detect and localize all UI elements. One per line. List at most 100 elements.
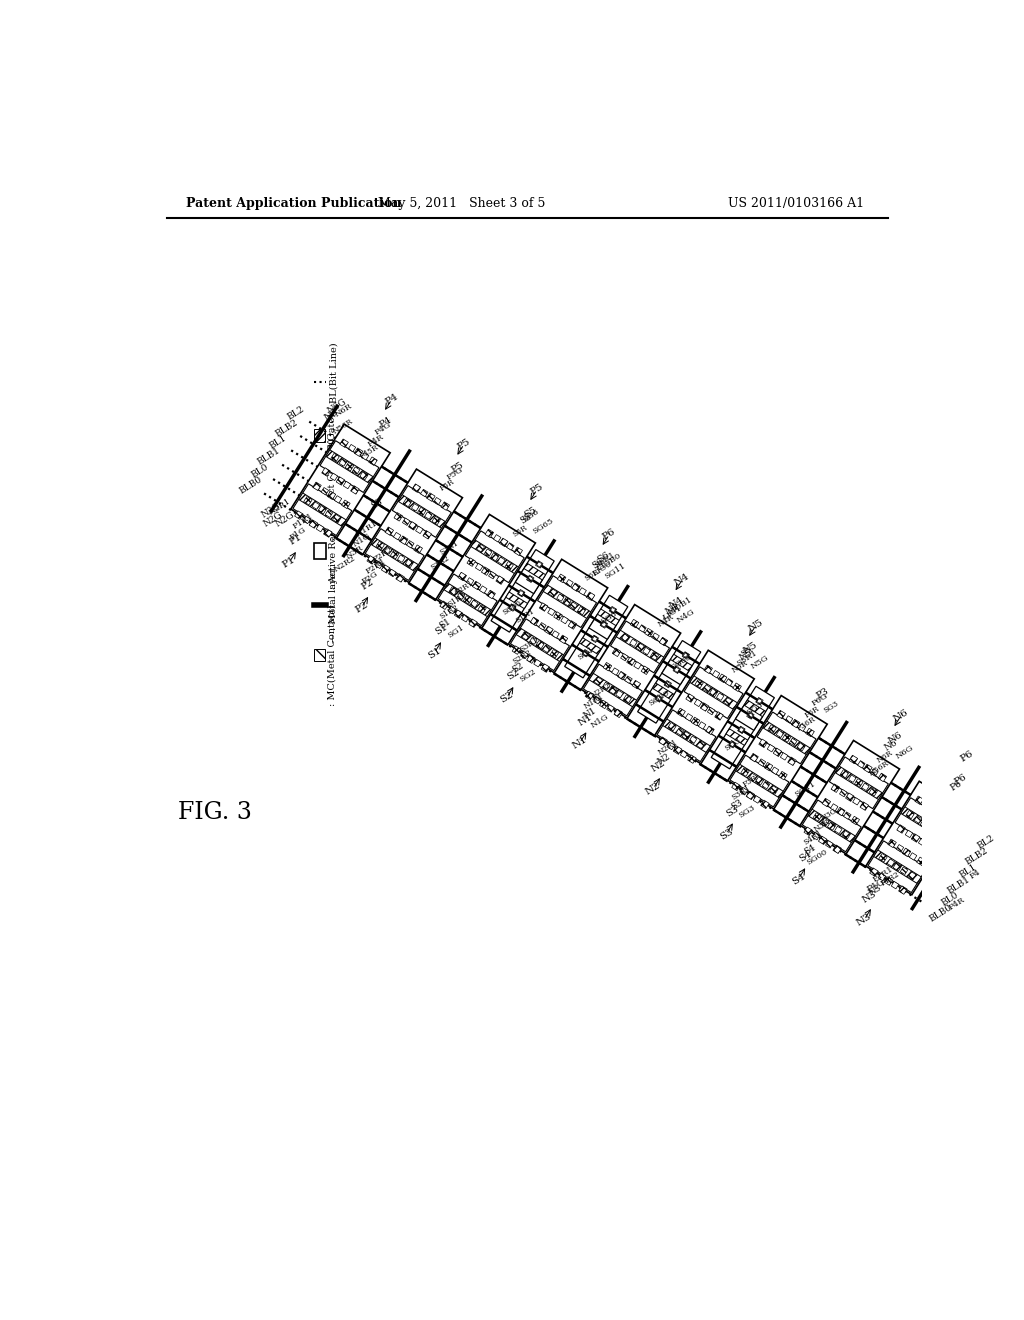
Text: SG1: SG1	[445, 623, 465, 639]
Polygon shape	[570, 602, 578, 610]
Polygon shape	[777, 710, 785, 719]
Polygon shape	[897, 825, 905, 833]
Polygon shape	[792, 719, 800, 727]
Polygon shape	[780, 752, 787, 760]
Text: N3: N3	[323, 408, 340, 424]
Text: S4R1: S4R1	[803, 829, 824, 846]
Polygon shape	[544, 585, 591, 618]
Text: P4R: P4R	[947, 895, 966, 911]
Text: SG3: SG3	[723, 737, 742, 752]
Polygon shape	[668, 742, 675, 750]
Polygon shape	[433, 498, 441, 504]
Text: P5G: P5G	[445, 466, 465, 482]
Polygon shape	[673, 667, 681, 673]
Polygon shape	[870, 768, 879, 776]
Polygon shape	[748, 713, 753, 718]
Polygon shape	[412, 504, 419, 511]
Polygon shape	[785, 715, 793, 723]
Polygon shape	[787, 758, 797, 766]
Polygon shape	[703, 685, 711, 692]
Text: P6R: P6R	[803, 705, 820, 719]
Text: N5: N5	[746, 618, 765, 634]
Polygon shape	[350, 486, 359, 494]
Polygon shape	[746, 791, 755, 800]
Polygon shape	[610, 607, 615, 612]
Polygon shape	[458, 573, 467, 581]
Polygon shape	[591, 635, 599, 643]
Polygon shape	[652, 682, 674, 700]
Text: SG11: SG11	[793, 780, 817, 799]
Polygon shape	[484, 549, 492, 557]
Polygon shape	[691, 717, 699, 726]
Text: S1R1: S1R1	[445, 591, 468, 609]
Polygon shape	[757, 711, 816, 764]
Polygon shape	[740, 768, 750, 776]
Polygon shape	[564, 614, 615, 678]
Polygon shape	[603, 663, 611, 671]
Polygon shape	[776, 730, 783, 738]
Polygon shape	[768, 725, 776, 733]
Text: P3R: P3R	[741, 774, 760, 788]
Polygon shape	[543, 645, 550, 652]
Polygon shape	[418, 507, 426, 516]
Polygon shape	[514, 546, 522, 556]
Text: N5: N5	[737, 647, 754, 663]
Polygon shape	[895, 797, 954, 850]
Text: P2: P2	[360, 577, 376, 591]
Polygon shape	[891, 882, 899, 888]
Text: P4: P4	[968, 869, 982, 880]
Polygon shape	[857, 760, 865, 768]
Polygon shape	[608, 686, 617, 694]
Polygon shape	[879, 854, 887, 862]
Polygon shape	[899, 886, 907, 894]
Polygon shape	[888, 840, 896, 847]
Polygon shape	[703, 665, 713, 673]
Polygon shape	[861, 783, 869, 791]
Text: P2G: P2G	[360, 570, 380, 586]
Polygon shape	[409, 521, 417, 531]
Polygon shape	[750, 754, 759, 762]
Polygon shape	[571, 583, 581, 591]
Polygon shape	[800, 741, 899, 854]
Text: P5: P5	[529, 482, 545, 496]
Polygon shape	[579, 587, 587, 595]
Polygon shape	[340, 440, 348, 447]
Polygon shape	[291, 424, 390, 537]
Polygon shape	[636, 643, 644, 651]
Polygon shape	[327, 491, 336, 499]
Polygon shape	[668, 722, 676, 731]
Polygon shape	[666, 681, 671, 686]
Polygon shape	[330, 473, 338, 480]
Polygon shape	[494, 535, 501, 543]
Polygon shape	[771, 767, 779, 775]
Polygon shape	[479, 586, 487, 593]
Polygon shape	[813, 813, 821, 821]
Polygon shape	[761, 800, 769, 809]
Text: SG2: SG2	[518, 668, 538, 684]
Polygon shape	[698, 722, 706, 729]
Polygon shape	[860, 803, 868, 810]
Text: S3R1: S3R1	[518, 636, 540, 653]
Polygon shape	[708, 708, 715, 715]
Text: BLB2: BLB2	[274, 417, 300, 438]
Text: US 2011/0103166 A1: US 2011/0103166 A1	[728, 197, 864, 210]
Polygon shape	[563, 598, 571, 606]
Polygon shape	[529, 638, 538, 644]
Polygon shape	[550, 649, 559, 657]
Text: P6: P6	[952, 772, 968, 787]
Polygon shape	[643, 647, 650, 655]
Polygon shape	[361, 453, 369, 459]
Text: BLB0: BLB0	[928, 903, 954, 924]
Text: : DC(Direct Contact): : DC(Direct Contact)	[328, 438, 337, 540]
Text: BL1: BL1	[268, 433, 288, 451]
Text: P6: P6	[948, 779, 964, 793]
Text: S3R2: S3R2	[429, 553, 451, 572]
Polygon shape	[641, 667, 649, 675]
Polygon shape	[561, 616, 568, 624]
Text: N2: N2	[650, 758, 668, 774]
Polygon shape	[680, 751, 688, 758]
Polygon shape	[689, 737, 696, 743]
Text: BLB1: BLB1	[946, 875, 972, 895]
Polygon shape	[364, 469, 463, 582]
Text: N1R1: N1R1	[583, 693, 605, 711]
